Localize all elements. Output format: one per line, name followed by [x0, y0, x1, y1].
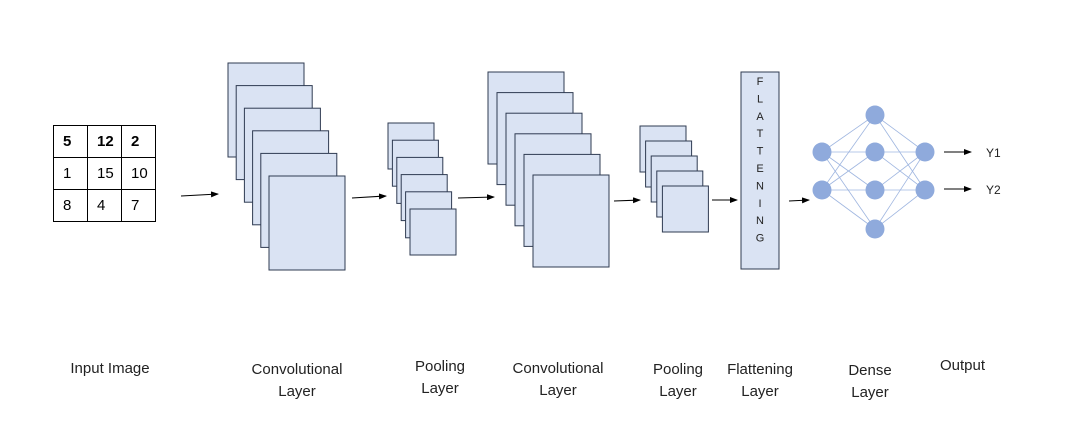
matrix-cell: 5	[53, 125, 88, 158]
caption-pooling-layer-1: Pooling Layer	[400, 356, 480, 400]
caption-line: Layer	[539, 382, 577, 399]
caption-dense-layer: Dense Layer	[835, 360, 905, 404]
caption-line: Input Image	[70, 360, 150, 377]
caption-line: Layer	[421, 380, 459, 397]
caption-line: Layer	[278, 383, 316, 400]
caption-line: Pooling	[414, 358, 466, 375]
flow-arrow	[351, 193, 387, 200]
flow-arrow	[457, 194, 495, 201]
input-image-matrix: 5 12 2 1 15 10 8 4 7	[53, 125, 156, 222]
dense-connection	[821, 114, 876, 153]
caption-flattening-layer: Flattening Layer	[720, 359, 800, 403]
caption-line: Pooling	[652, 361, 704, 378]
caption-pooling-layer-2: Pooling Layer	[638, 359, 718, 403]
neuron	[915, 180, 935, 200]
dense-connection	[874, 114, 926, 153]
feature-map-pool2	[661, 185, 709, 233]
caption-line: Dense	[848, 362, 892, 379]
neuron	[865, 142, 885, 162]
dense-connections	[821, 114, 926, 230]
flattening-letter: A	[756, 111, 764, 123]
output-label: Y2	[986, 183, 1001, 197]
flattening-letter: T	[757, 146, 764, 158]
dense-connection	[874, 114, 926, 191]
neuron	[915, 142, 935, 162]
flattening-letter: E	[756, 163, 763, 175]
neuron	[865, 219, 885, 239]
flattening-letter: G	[756, 233, 765, 245]
neuron	[865, 180, 885, 200]
caption-line: Convolutional	[512, 360, 604, 377]
dense-connection	[821, 151, 876, 230]
matrix-row: 8 4 7	[53, 189, 156, 222]
caption-convolutional-layer-2: Convolutional Layer	[498, 358, 618, 402]
matrix-cell: 1	[53, 157, 88, 190]
matrix-cell: 4	[87, 189, 122, 222]
flow-arrow	[788, 197, 810, 204]
neuron	[865, 105, 885, 125]
dense-connection	[821, 189, 876, 230]
caption-input-image: Input Image	[55, 358, 165, 380]
dense-connection	[874, 151, 926, 230]
flow-arrows	[180, 149, 972, 204]
caption-line: Layer	[741, 383, 779, 400]
feature-map-conv1	[268, 175, 346, 271]
dense-connection	[821, 114, 876, 191]
matrix-cell: 7	[121, 189, 156, 222]
matrix-row: 5 12 2	[53, 125, 156, 158]
flattening-letter: N	[756, 180, 764, 192]
dense-connection	[821, 151, 876, 191]
matrix-row: 1 15 10	[53, 157, 156, 190]
caption-convolutional-layer-1: Convolutional Layer	[237, 359, 357, 403]
dense-connection	[874, 151, 926, 191]
output-labels: Y1 Y2	[986, 146, 1001, 197]
caption-output: Output	[925, 355, 1000, 377]
feature-map-stacks	[227, 62, 709, 271]
feature-map-pool1	[409, 208, 457, 256]
flattening-letter: N	[756, 215, 764, 227]
dense-connection	[874, 189, 926, 230]
flow-arrow	[180, 191, 219, 198]
feature-map-conv2	[532, 174, 610, 268]
flattening-letter: L	[757, 93, 763, 105]
caption-line: Flattening	[727, 361, 793, 378]
matrix-cell: 12	[87, 125, 122, 158]
flattening-box	[740, 71, 780, 270]
flow-arrow	[613, 197, 641, 204]
matrix-cell: 10	[121, 157, 156, 190]
neuron	[812, 142, 832, 162]
flattening-letter: T	[757, 128, 764, 140]
flattening-letter: F	[757, 76, 764, 88]
matrix-cell: 8	[53, 189, 88, 222]
matrix-cell: 15	[87, 157, 122, 190]
neuron	[812, 180, 832, 200]
output-label: Y1	[986, 146, 1001, 160]
matrix-cell: 2	[121, 125, 156, 158]
caption-line: Output	[939, 357, 986, 374]
caption-line: Convolutional	[251, 361, 343, 378]
dense-neurons	[812, 105, 935, 239]
flattening-letter: I	[758, 198, 761, 210]
caption-line: Layer	[659, 383, 697, 400]
caption-line: Layer	[851, 384, 889, 401]
